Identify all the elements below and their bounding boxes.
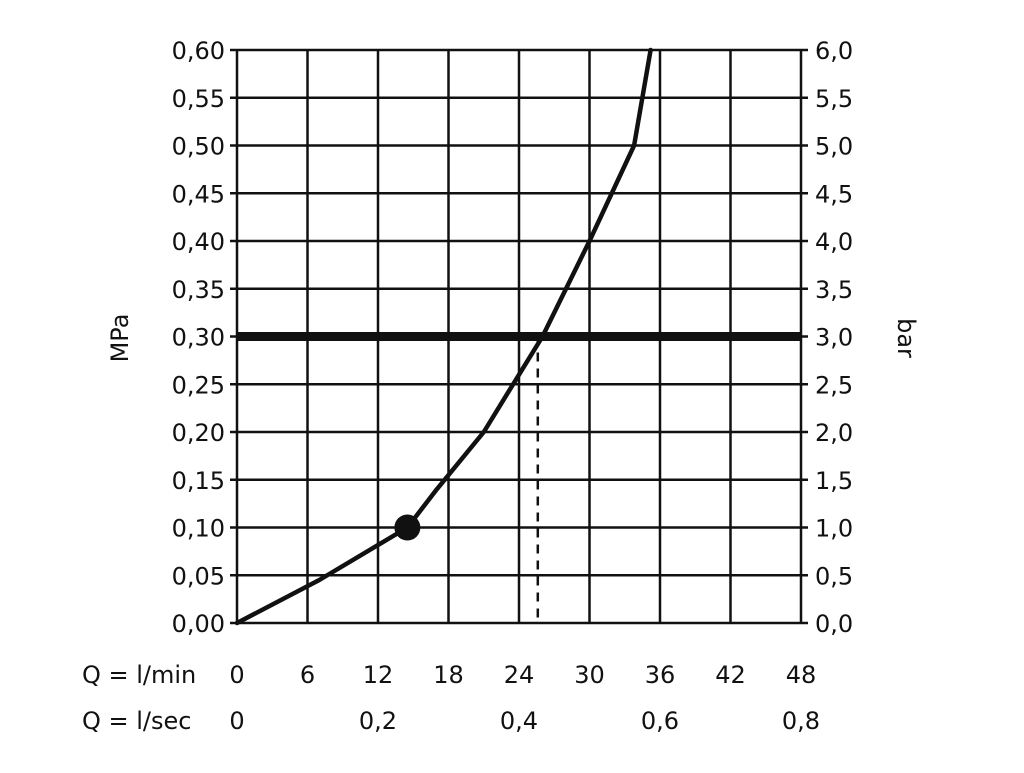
y-tick-label-mpa: 0,60 (172, 37, 225, 65)
y-tick-label-mpa: 0,50 (172, 133, 225, 161)
y-tick-label-bar: 3,5 (815, 276, 853, 304)
y-tick-label-mpa: 0,40 (172, 228, 225, 256)
y-tick-label-bar: 0,0 (815, 610, 853, 638)
y-tick-label-bar: 5,0 (815, 133, 853, 161)
y-tick-label-mpa: 0,10 (172, 515, 225, 543)
x-tick-label-lmin: 12 (363, 661, 394, 689)
y-tick-label-bar: 1,0 (815, 515, 853, 543)
x-tick-label-lmin: 30 (574, 661, 605, 689)
x-tick-label-lmin: 24 (504, 661, 535, 689)
y-tick-label-mpa: 0,15 (172, 467, 225, 495)
y-tick-label-bar: 2,0 (815, 419, 853, 447)
y-tick-label-bar: 3,0 (815, 324, 853, 352)
y-tick-label-bar: 6,0 (815, 37, 853, 65)
y-tick-label-bar: 4,5 (815, 180, 853, 208)
x-tick-label-lmin: 42 (715, 661, 746, 689)
y-tick-label-mpa: 0,00 (172, 610, 225, 638)
y-tick-label-bar: 0,5 (815, 562, 853, 590)
x-tick-label-lmin: 18 (433, 661, 464, 689)
y-tick-label-bar: 5,5 (815, 85, 853, 113)
x-tick-label-lsec: 0,4 (500, 707, 538, 735)
x-tick-label-lsec: 0,8 (782, 707, 820, 735)
reference-layer (237, 332, 801, 623)
series-layer (234, 47, 653, 626)
y-tick-label-mpa: 0,25 (172, 371, 225, 399)
y-tick-label-bar: 1,5 (815, 467, 853, 495)
x-tick-label-lmin: 36 (645, 661, 676, 689)
x-row-label-lmin: Q = l/min (82, 661, 196, 689)
y-tick-label-mpa: 0,30 (172, 324, 225, 352)
y-axis-title-left: MPa (106, 314, 134, 363)
flow-curve (234, 47, 653, 626)
y-tick-label-mpa: 0,45 (172, 180, 225, 208)
y-tick-label-bar: 4,0 (815, 228, 853, 256)
x-tick-label-lmin: 0 (229, 661, 244, 689)
y-tick-label-mpa: 0,05 (172, 562, 225, 590)
tick-labels-layer: 0,000,050,100,150,200,250,300,350,400,45… (172, 37, 854, 735)
x-tick-label-lmin: 6 (300, 661, 315, 689)
x-tick-label-lsec: 0,2 (359, 707, 397, 735)
x-tick-label-lsec: 0,6 (641, 707, 679, 735)
x-row-label-lsec: Q = l/sec (82, 707, 191, 735)
x-tick-label-lmin: 48 (786, 661, 817, 689)
y-tick-label-mpa: 0,55 (172, 85, 225, 113)
y-tick-label-mpa: 0,20 (172, 419, 225, 447)
operating-point-marker (394, 514, 421, 541)
x-tick-label-lsec: 0 (229, 707, 244, 735)
y-tick-label-mpa: 0,35 (172, 276, 225, 304)
y-axis-title-right: bar (892, 318, 920, 358)
y-tick-label-bar: 2,5 (815, 371, 853, 399)
